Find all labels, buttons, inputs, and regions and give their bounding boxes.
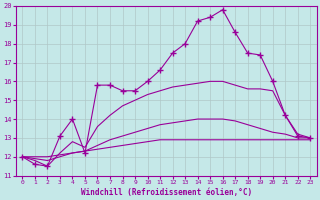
X-axis label: Windchill (Refroidissement éolien,°C): Windchill (Refroidissement éolien,°C)	[81, 188, 252, 197]
